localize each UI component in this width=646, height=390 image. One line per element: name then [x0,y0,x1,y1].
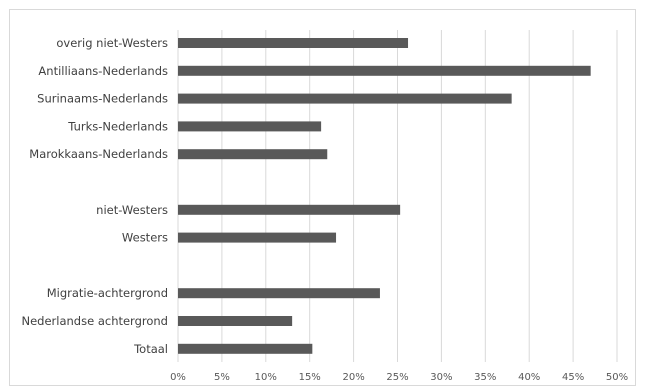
x-tick-label: 40% [518,372,540,383]
bar [178,65,591,76]
bar [178,204,401,215]
x-tick-label: 20% [342,372,364,383]
category-label: Marokkaans-Nederlands [29,147,168,161]
bar [178,316,293,326]
x-tick-label: 0% [170,372,186,383]
x-tick-labels: 0% 5% 10% 15% 20% 25% 30% 35% 40% 45% 50% [170,372,628,383]
category-label: overig niet-Westers [56,36,168,50]
category-label: niet-Westers [96,203,168,217]
category-labels: overig niet-Westers Antilliaans-Nederland… [21,36,168,356]
category-label: Nederlandse achtergrond [21,314,168,328]
bar [178,149,328,160]
x-tick-label: 25% [386,372,408,383]
x-tick-label: 15% [299,372,321,383]
bar [178,38,409,48]
category-label: Antilliaans-Nederlands [38,64,168,78]
category-label: Migratie-achtergrond [47,286,168,300]
category-label: Westers [122,231,168,245]
bar [178,93,512,104]
category-label: Turks-Nederlands [67,119,168,133]
x-tick-label: 30% [430,372,452,383]
bar [178,232,337,243]
x-tick-label: 5% [214,372,230,383]
x-tick-label: 45% [562,372,584,383]
grid-lines [177,30,618,362]
category-label: Totaal [133,342,168,356]
bars [178,38,591,354]
x-tick-label: 10% [255,372,277,383]
bar [178,288,380,299]
bar [178,343,313,354]
x-tick-label: 50% [606,372,628,383]
x-tick-label: 35% [474,372,496,383]
bar [178,121,322,132]
category-label: Surinaams-Nederlands [37,92,168,106]
